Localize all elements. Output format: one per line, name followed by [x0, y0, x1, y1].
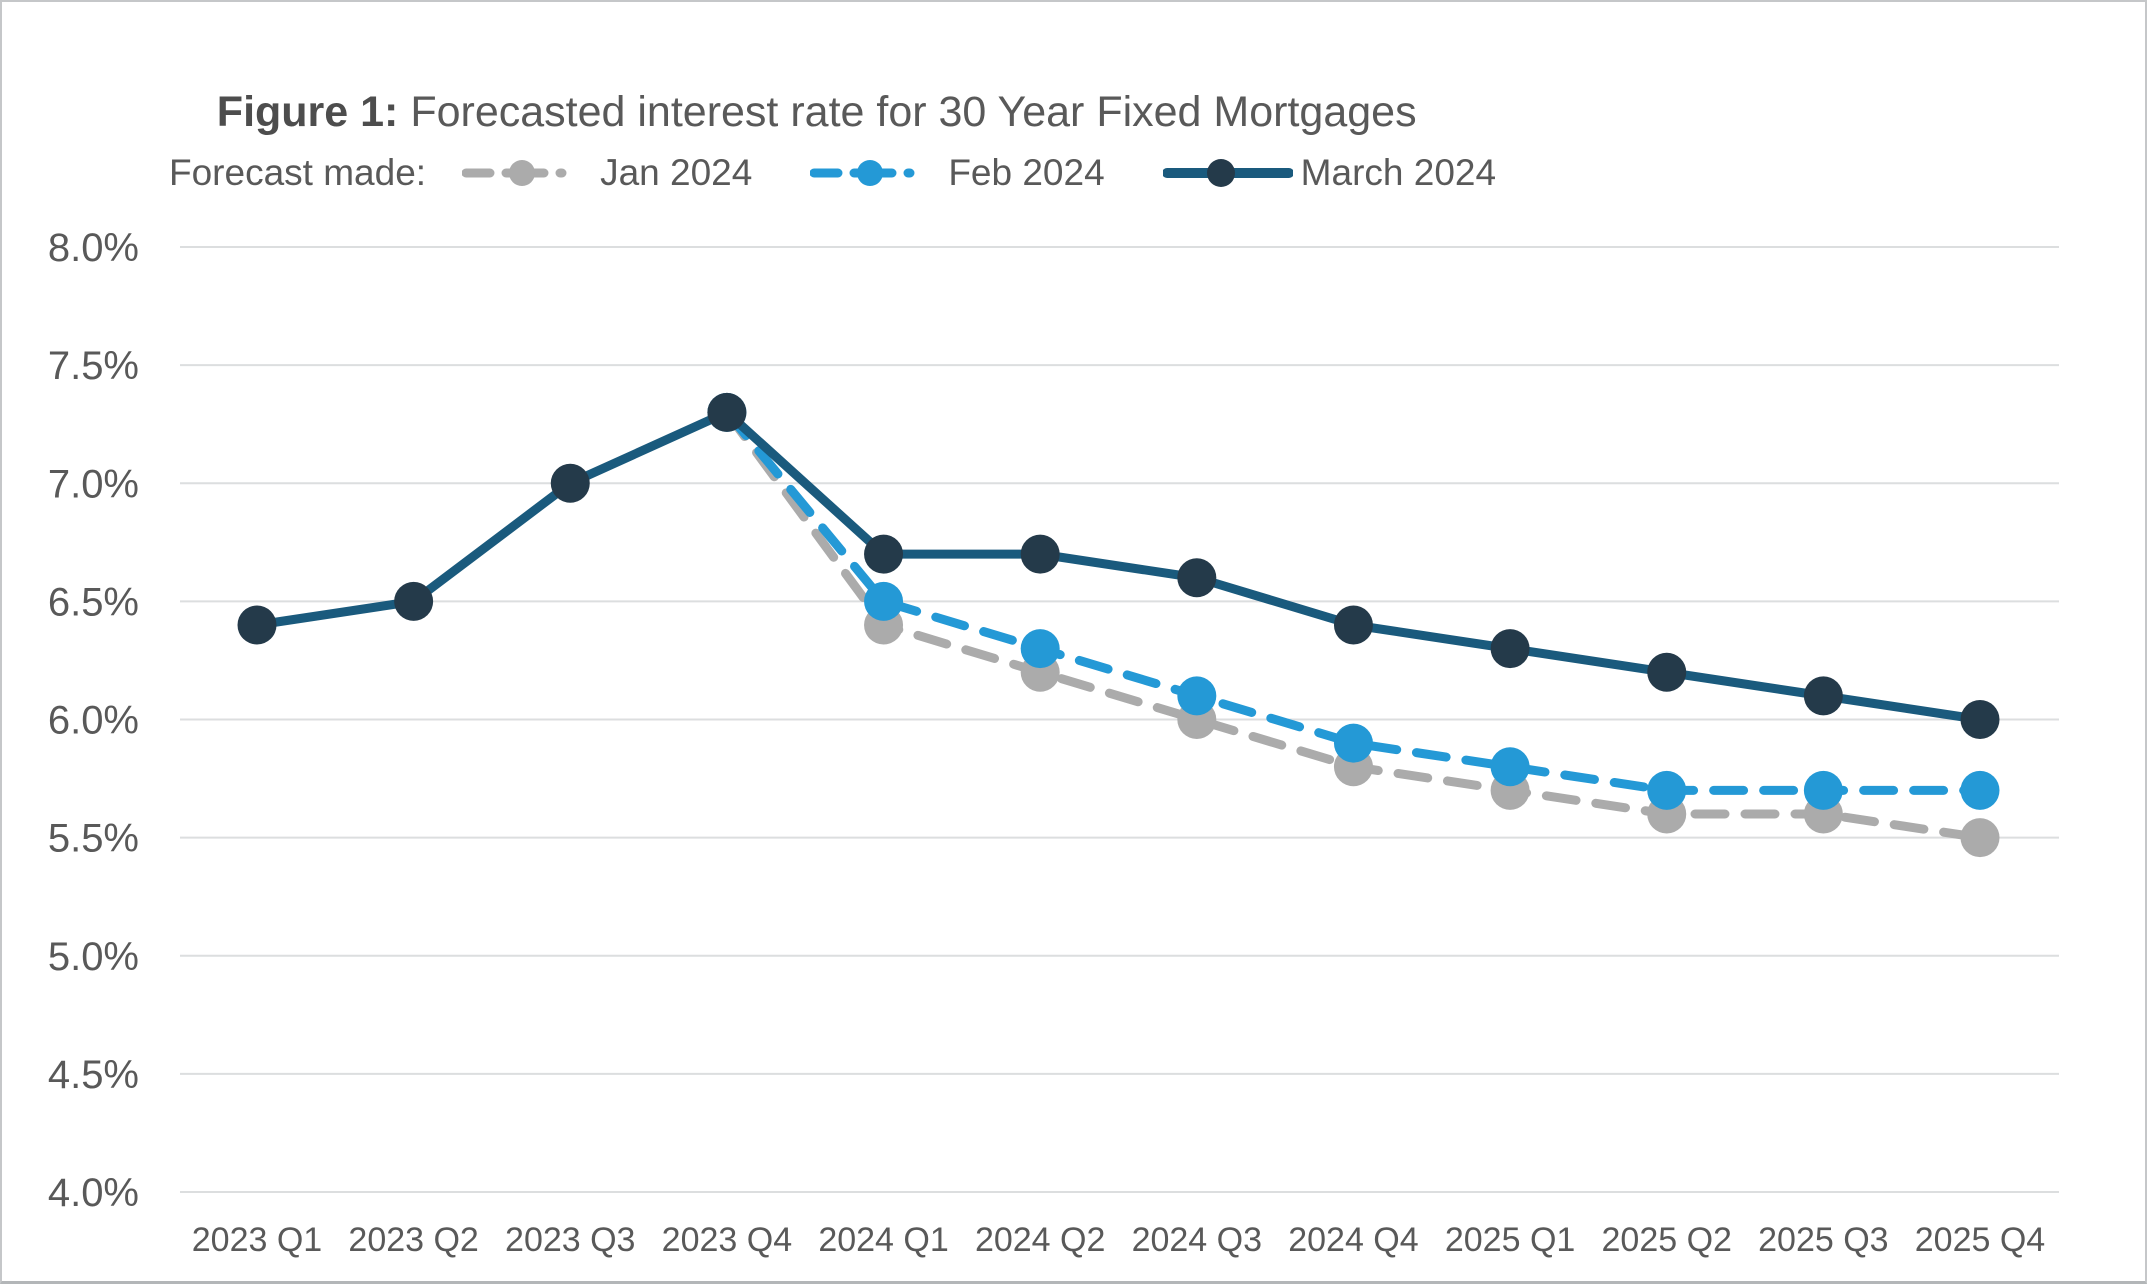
svg-text:2023 Q1: 2023 Q1 — [192, 1221, 322, 1259]
svg-text:2024 Q4: 2024 Q4 — [1288, 1221, 1418, 1259]
svg-text:2023 Q4: 2023 Q4 — [662, 1221, 792, 1259]
svg-text:5.0%: 5.0% — [48, 935, 139, 979]
svg-text:8.0%: 8.0% — [48, 226, 139, 270]
series-feb-2024 — [707, 392, 2000, 810]
svg-text:2024 Q2: 2024 Q2 — [975, 1221, 1105, 1259]
svg-text:6.5%: 6.5% — [48, 580, 139, 624]
x-axis-labels: 2023 Q1 2023 Q2 2023 Q3 2023 Q4 2024 Q1 2024 … — [192, 1221, 2045, 1259]
legend-item-feb-2024: Feb 2024 — [810, 152, 1105, 194]
legend-item-march-2024: March 2024 — [1162, 152, 1497, 194]
svg-text:2025 Q3: 2025 Q3 — [1758, 1221, 1888, 1259]
svg-text:2023 Q3: 2023 Q3 — [505, 1221, 635, 1259]
legend-label: March 2024 — [1300, 152, 1497, 193]
y-axis-labels: 8.0% 7.5% 7.0% 6.5% 6.0% 5.5% 5.0% 4.5% 4.0% — [48, 226, 139, 1215]
series-march-2024 — [237, 392, 2000, 739]
svg-text:2025 Q4: 2025 Q4 — [1915, 1221, 2045, 1259]
svg-text:4.5%: 4.5% — [48, 1053, 139, 1097]
figure-title-text: Forecasted interest rate for 30 Year Fix… — [398, 88, 1417, 137]
svg-text:6.0%: 6.0% — [48, 699, 139, 743]
svg-text:7.0%: 7.0% — [48, 462, 139, 506]
chart-legend: Forecast made: Jan 2024 Feb 2024 March 2… — [169, 152, 1554, 194]
svg-text:5.5%: 5.5% — [48, 817, 139, 861]
svg-text:2024 Q1: 2024 Q1 — [818, 1221, 948, 1259]
legend-title: Forecast made: — [169, 152, 427, 193]
legend-item-jan-2024: Jan 2024 — [462, 152, 752, 194]
gridlines — [180, 246, 2059, 1193]
svg-text:2025 Q1: 2025 Q1 — [1445, 1221, 1575, 1259]
legend-label: Jan 2024 — [600, 152, 753, 193]
solid-line-marker-icon — [1162, 159, 1293, 187]
figure-title-label: Figure 1: — [216, 88, 399, 137]
svg-text:2025 Q2: 2025 Q2 — [1602, 1221, 1732, 1259]
svg-text:2024 Q3: 2024 Q3 — [1132, 1221, 1262, 1259]
dashed-line-marker-icon — [462, 160, 593, 186]
legend-label: Feb 2024 — [948, 152, 1105, 193]
svg-text:4.0%: 4.0% — [48, 1171, 139, 1215]
svg-text:7.5%: 7.5% — [48, 344, 139, 388]
svg-text:2023 Q2: 2023 Q2 — [348, 1221, 478, 1259]
dashed-line-marker-icon — [810, 160, 941, 186]
figure-title: Figure 1: Forecasted interest rate for 3… — [169, 42, 1417, 184]
